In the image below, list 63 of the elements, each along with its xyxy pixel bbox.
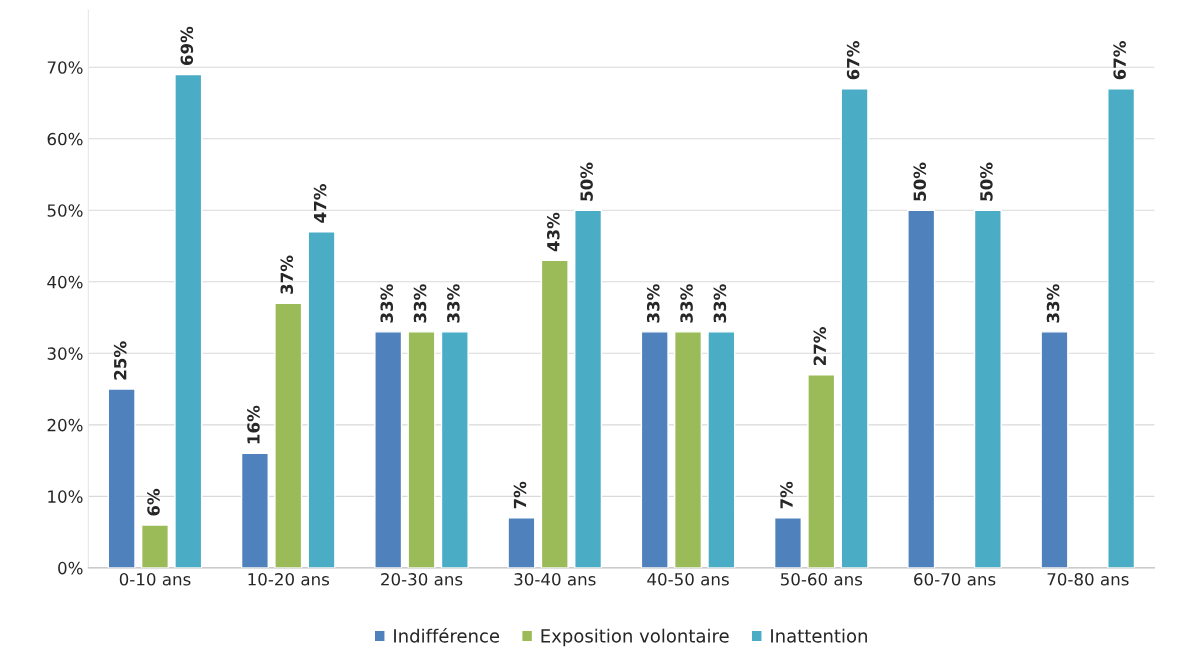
- x-tick-label: 0-10 ans: [119, 573, 191, 586]
- bar: [540, 259, 569, 568]
- bar: [1040, 331, 1069, 568]
- bar: [107, 388, 136, 568]
- bar: [707, 331, 736, 568]
- x-tick-label: 40-50 ans: [647, 573, 729, 586]
- data-label: 6%: [147, 488, 160, 516]
- x-tick-label: 30-40 ans: [514, 573, 596, 586]
- bar: [407, 331, 436, 568]
- x-tick-label: 70-80 ans: [1047, 573, 1129, 586]
- data-label: 69%: [180, 26, 194, 66]
- y-tick-label: 20%: [47, 418, 83, 432]
- bar: [374, 331, 403, 568]
- data-label: 33%: [413, 284, 427, 323]
- bar: [507, 517, 536, 568]
- bar: [640, 331, 669, 568]
- y-tick-label: 60%: [47, 132, 83, 146]
- bar: [773, 517, 802, 568]
- bar: [274, 302, 303, 568]
- legend-label: Inattention: [771, 628, 867, 643]
- data-label: 33%: [447, 284, 460, 323]
- bar: [674, 331, 703, 568]
- x-tick-label: 20-30 ans: [381, 573, 463, 586]
- y-tick-label: 30%: [47, 347, 83, 360]
- bar: [574, 209, 603, 568]
- x-tick-label: 10-20 ans: [248, 573, 330, 586]
- data-label: 67%: [846, 41, 860, 80]
- data-label: 50%: [913, 162, 927, 201]
- bar: [240, 452, 269, 568]
- data-label: 25%: [113, 341, 127, 380]
- x-tick-label: 50-60 ans: [780, 573, 863, 586]
- data-label: 43%: [546, 212, 560, 252]
- y-tick-label: 50%: [47, 204, 83, 217]
- data-label: 16%: [247, 405, 260, 444]
- bar: [973, 209, 1002, 568]
- bar: [307, 231, 336, 568]
- bar: [840, 88, 869, 568]
- bar: [140, 524, 170, 568]
- data-label: 33%: [713, 284, 727, 323]
- legend-label: Indifférence: [394, 627, 500, 643]
- data-label: 50%: [580, 162, 593, 201]
- y-tick-label: 40%: [47, 275, 83, 289]
- data-label: 33%: [646, 284, 660, 323]
- y-tick-label: 10%: [48, 490, 83, 503]
- data-label: 37%: [280, 255, 294, 294]
- data-label: 50%: [980, 162, 993, 201]
- data-label: 33%: [380, 284, 394, 323]
- bar: [1107, 88, 1136, 568]
- legend-label: Exposition volontaire: [541, 628, 729, 647]
- y-tick-label: 0%: [58, 561, 83, 575]
- data-label: 33%: [680, 284, 693, 323]
- bar: [907, 209, 936, 568]
- data-label: 47%: [313, 184, 327, 223]
- x-tick-label: 60-70 ans: [914, 573, 996, 586]
- data-label: 27%: [813, 327, 827, 366]
- bar: [807, 374, 836, 568]
- data-label: 33%: [1046, 284, 1060, 323]
- data-label: 67%: [1113, 41, 1126, 80]
- bar: [440, 331, 469, 568]
- bar: [174, 73, 203, 568]
- y-tick-label: 70%: [47, 61, 83, 74]
- data-label: 7%: [513, 481, 527, 509]
- data-label: 7%: [780, 481, 793, 509]
